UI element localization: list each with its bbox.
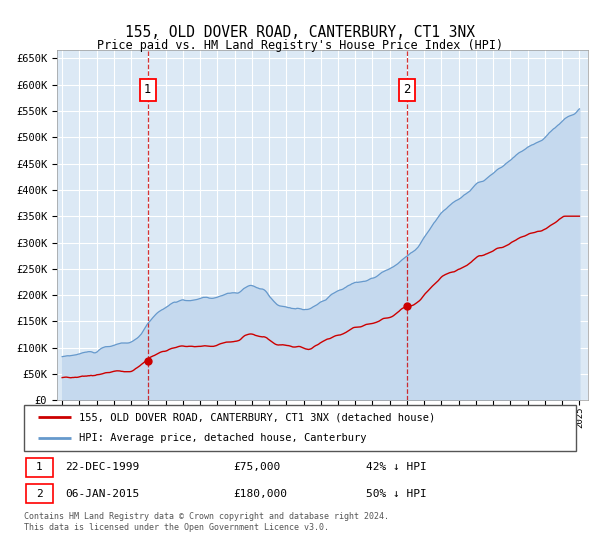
Text: 1: 1	[144, 83, 152, 96]
Text: 155, OLD DOVER ROAD, CANTERBURY, CT1 3NX (detached house): 155, OLD DOVER ROAD, CANTERBURY, CT1 3NX…	[79, 412, 436, 422]
FancyBboxPatch shape	[24, 405, 576, 451]
Text: 22-DEC-1999: 22-DEC-1999	[65, 463, 140, 472]
Text: £180,000: £180,000	[234, 489, 288, 498]
Text: 2: 2	[404, 83, 411, 96]
Text: 155, OLD DOVER ROAD, CANTERBURY, CT1 3NX: 155, OLD DOVER ROAD, CANTERBURY, CT1 3NX	[125, 25, 475, 40]
Text: Contains HM Land Registry data © Crown copyright and database right 2024.
This d: Contains HM Land Registry data © Crown c…	[24, 512, 389, 532]
Text: 06-JAN-2015: 06-JAN-2015	[65, 489, 140, 498]
Text: 50% ↓ HPI: 50% ↓ HPI	[366, 489, 427, 498]
FancyBboxPatch shape	[26, 458, 53, 477]
Text: HPI: Average price, detached house, Canterbury: HPI: Average price, detached house, Cant…	[79, 433, 367, 444]
Text: £75,000: £75,000	[234, 463, 281, 472]
Text: 2: 2	[36, 489, 43, 498]
Text: 1: 1	[36, 463, 43, 472]
FancyBboxPatch shape	[26, 484, 53, 503]
Text: Price paid vs. HM Land Registry's House Price Index (HPI): Price paid vs. HM Land Registry's House …	[97, 39, 503, 52]
Text: 42% ↓ HPI: 42% ↓ HPI	[366, 463, 427, 472]
